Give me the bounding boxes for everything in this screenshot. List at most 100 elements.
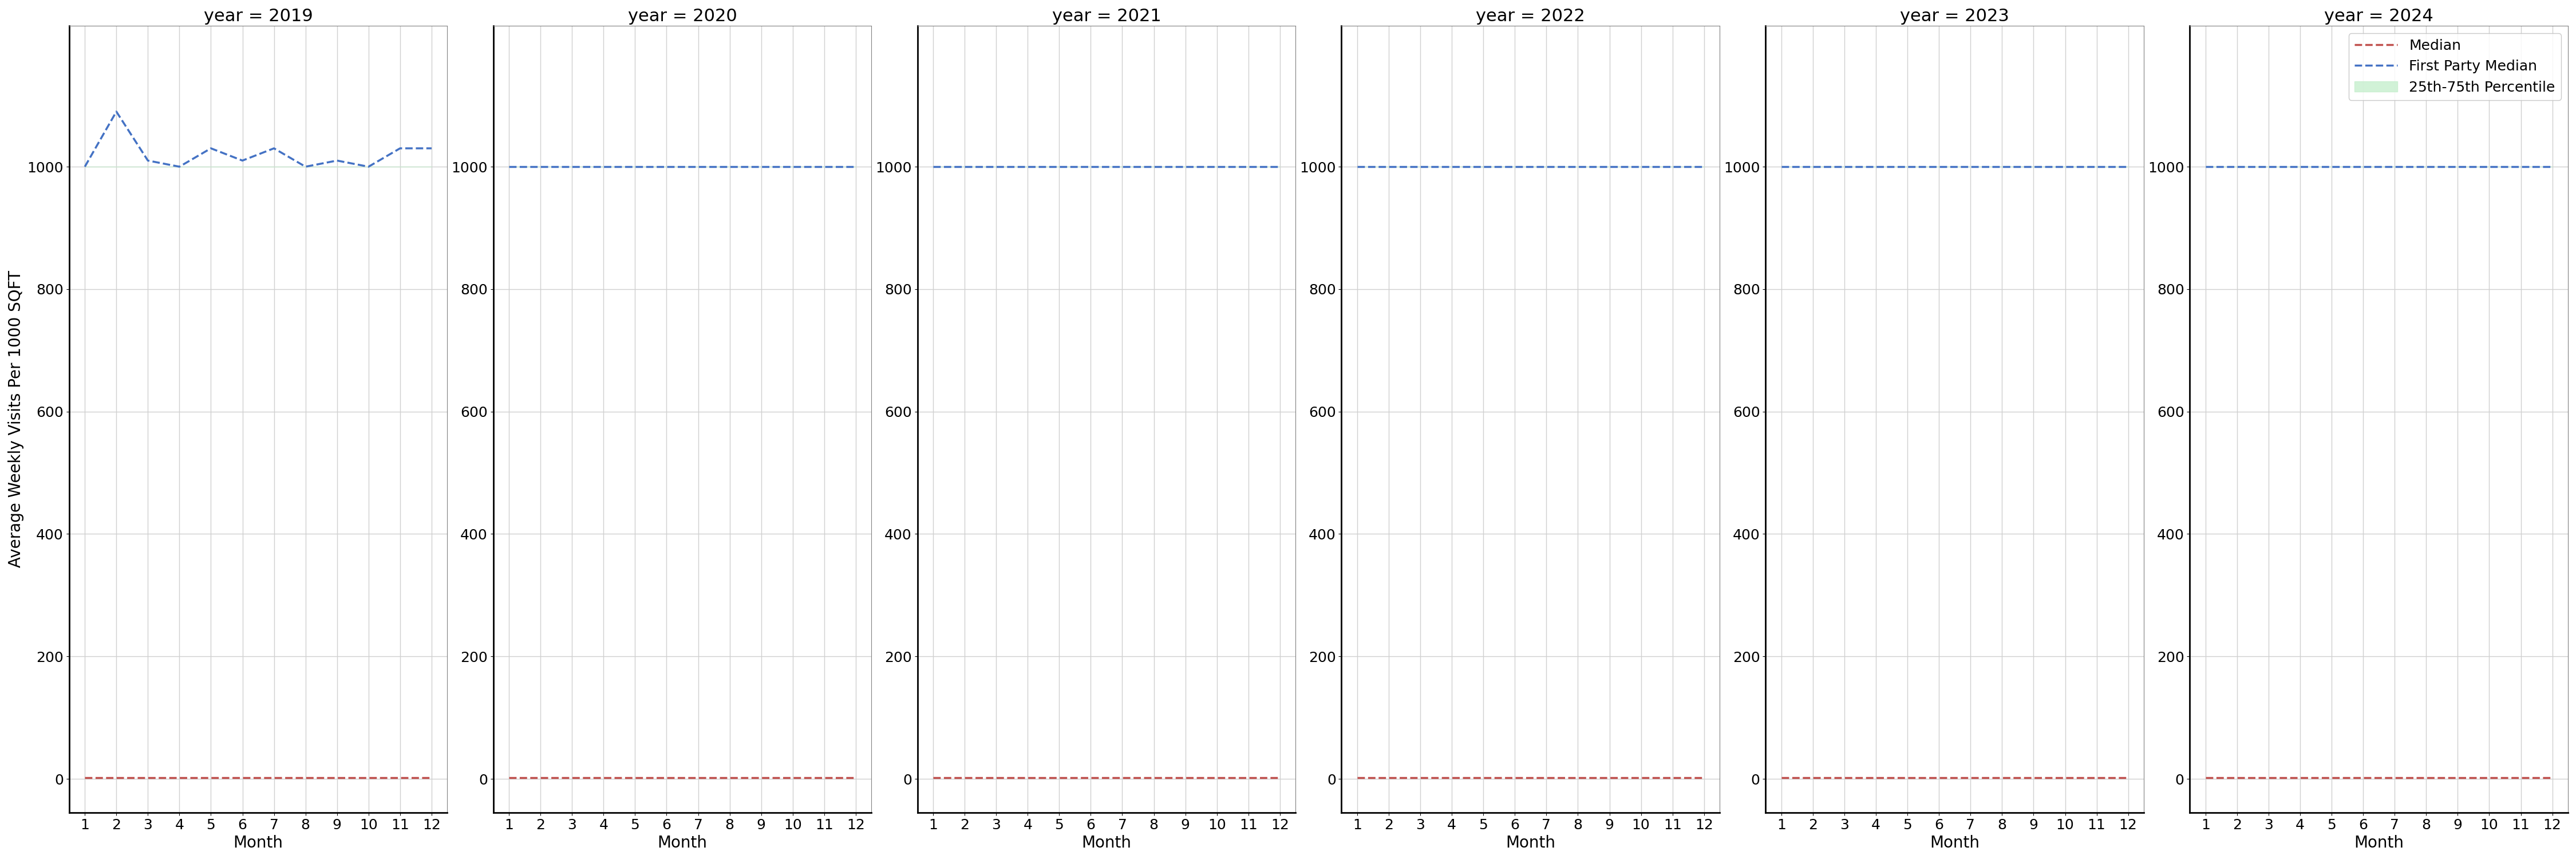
First Party Median xyxy=(1656,161,1687,172)
First Party Median xyxy=(2442,161,2473,172)
First Party Median xyxy=(1437,161,1468,172)
Median xyxy=(1139,772,1170,783)
Median xyxy=(587,772,618,783)
Title: year = 2022: year = 2022 xyxy=(1476,8,1584,25)
First Party Median xyxy=(1625,161,1656,172)
First Party Median xyxy=(714,161,744,172)
Median xyxy=(1437,772,1468,783)
Legend: Median, First Party Median, 25th-75th Percentile: Median, First Party Median, 25th-75th Pe… xyxy=(2349,33,2561,100)
First Party Median xyxy=(621,161,652,172)
Y-axis label: Average Weekly Visits Per 1000 SQFT: Average Weekly Visits Per 1000 SQFT xyxy=(8,271,23,568)
Median xyxy=(2537,772,2568,783)
Median xyxy=(2473,772,2504,783)
Median xyxy=(1798,772,1829,783)
First Party Median xyxy=(131,155,162,166)
X-axis label: Month: Month xyxy=(1929,835,1981,851)
First Party Median xyxy=(1860,161,1891,172)
Median xyxy=(2254,772,2285,783)
First Party Median xyxy=(165,161,196,172)
Median xyxy=(840,772,871,783)
Median xyxy=(2442,772,2473,783)
Median xyxy=(258,772,289,783)
First Party Median xyxy=(353,161,384,172)
Median xyxy=(70,772,100,783)
First Party Median xyxy=(1687,161,1718,172)
First Party Median xyxy=(587,161,618,172)
First Party Median xyxy=(1798,161,1829,172)
First Party Median xyxy=(2411,161,2442,172)
First Party Median xyxy=(556,161,587,172)
Median xyxy=(1955,772,1986,783)
Median xyxy=(556,772,587,783)
Median xyxy=(1043,772,1074,783)
Median xyxy=(291,772,322,783)
Median xyxy=(1687,772,1718,783)
First Party Median xyxy=(1074,161,1105,172)
First Party Median xyxy=(2112,161,2143,172)
First Party Median xyxy=(2380,161,2411,172)
First Party Median xyxy=(291,161,322,172)
Median xyxy=(1170,772,1200,783)
First Party Median xyxy=(1530,161,1561,172)
Median xyxy=(322,772,353,783)
Median xyxy=(809,772,840,783)
Median xyxy=(948,772,979,783)
Median xyxy=(1342,772,1373,783)
Median xyxy=(1986,772,2017,783)
First Party Median xyxy=(1955,161,1986,172)
Median xyxy=(2221,772,2251,783)
Title: year = 2021: year = 2021 xyxy=(1051,8,1162,25)
Median xyxy=(2316,772,2347,783)
X-axis label: Month: Month xyxy=(1507,835,1556,851)
First Party Median xyxy=(227,155,258,166)
First Party Median xyxy=(1499,161,1530,172)
Median xyxy=(1265,772,1296,783)
Median xyxy=(1404,772,1435,783)
First Party Median xyxy=(2081,161,2112,172)
Median xyxy=(1625,772,1656,783)
First Party Median xyxy=(2316,161,2347,172)
Median xyxy=(2190,772,2221,783)
Median xyxy=(778,772,809,783)
First Party Median xyxy=(2254,161,2285,172)
Median xyxy=(131,772,162,783)
Median xyxy=(917,772,948,783)
Median xyxy=(1530,772,1561,783)
Median xyxy=(1656,772,1687,783)
First Party Median xyxy=(322,155,353,166)
Median xyxy=(1108,772,1139,783)
First Party Median xyxy=(526,161,556,172)
First Party Median xyxy=(1767,161,1798,172)
First Party Median xyxy=(2221,161,2251,172)
Line: First Party Median: First Party Median xyxy=(85,112,433,167)
Median xyxy=(2347,772,2378,783)
X-axis label: Month: Month xyxy=(234,835,283,851)
First Party Median xyxy=(2050,161,2081,172)
First Party Median xyxy=(70,161,100,172)
Title: year = 2019: year = 2019 xyxy=(204,8,312,25)
First Party Median xyxy=(1108,161,1139,172)
First Party Median xyxy=(1170,161,1200,172)
Median xyxy=(744,772,775,783)
First Party Median xyxy=(1404,161,1435,172)
First Party Median xyxy=(2190,161,2221,172)
X-axis label: Month: Month xyxy=(657,835,708,851)
First Party Median xyxy=(1234,161,1265,172)
First Party Median xyxy=(1043,161,1074,172)
First Party Median xyxy=(1139,161,1170,172)
Median xyxy=(621,772,652,783)
Median xyxy=(1564,772,1595,783)
First Party Median xyxy=(652,161,683,172)
X-axis label: Month: Month xyxy=(2354,835,2403,851)
First Party Median xyxy=(917,161,948,172)
Median xyxy=(981,772,1012,783)
Median xyxy=(2506,772,2537,783)
First Party Median xyxy=(100,107,131,117)
Median xyxy=(1234,772,1265,783)
First Party Median xyxy=(948,161,979,172)
Title: year = 2020: year = 2020 xyxy=(629,8,737,25)
Median xyxy=(227,772,258,783)
Median xyxy=(495,772,526,783)
Median xyxy=(1891,772,1922,783)
Median xyxy=(714,772,744,783)
